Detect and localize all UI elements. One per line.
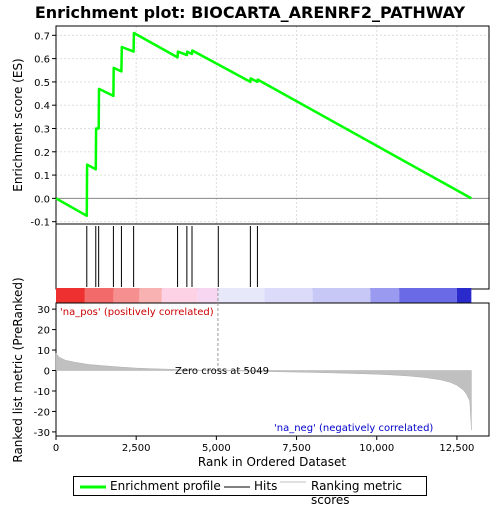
colorbar-segment xyxy=(370,288,400,303)
es-y-tick-label: -0.1 xyxy=(30,218,50,229)
x-tick-label: 12,500 xyxy=(439,443,474,454)
na-pos-annotation: 'na_pos' (positively correlated) xyxy=(60,307,214,318)
colorbar-segment xyxy=(113,288,140,303)
ranking-metric-scores xyxy=(55,288,472,430)
es-y-tick-label: 0.0 xyxy=(34,194,50,205)
x-axis-label: Rank in Ordered Dataset xyxy=(198,455,346,469)
rank-colorbar xyxy=(56,288,472,303)
es-grid xyxy=(55,26,489,224)
metric-y-tick-label: -30 xyxy=(34,428,50,439)
metric-y-tick-label: 30 xyxy=(37,305,50,316)
x-tick-label: 10,000 xyxy=(359,443,394,454)
metric-y-tick-label: 20 xyxy=(37,326,50,337)
es-y-tick-label: 0.2 xyxy=(34,148,50,159)
metric-y-tick-label: -20 xyxy=(34,407,50,418)
colorbar-segment xyxy=(217,288,265,303)
legend: Enrichment profile Hits Ranking metric s… xyxy=(73,476,427,507)
colorbar-segment xyxy=(456,288,472,303)
metric-y-tick-label: -10 xyxy=(34,387,50,398)
colorbar-segment xyxy=(56,288,85,303)
es-y-tick-label: 0.5 xyxy=(34,78,50,89)
es-y-tick-label: 0.6 xyxy=(34,55,50,66)
es-y-tick-label: 0.3 xyxy=(34,124,50,135)
legend-metric-label: Ranking metric scores xyxy=(311,479,402,507)
colorbar-segment xyxy=(399,288,457,303)
colorbar-segment xyxy=(84,288,114,303)
colorbar-segment xyxy=(161,288,198,303)
zero-cross-annotation: Zero cross at 5049 xyxy=(175,366,269,377)
metric-y-tick-label: 10 xyxy=(37,346,50,357)
rank-x-axis: 0 2,500 5,000 7,500 10,000 12,500 xyxy=(53,436,474,454)
enrichment-profile-line xyxy=(55,31,473,218)
es-y-axis: -0.1 0.0 0.1 0.2 0.3 0.4 0.5 0.6 0.7 xyxy=(30,31,56,229)
chart-title: Enrichment plot: BIOCARTA_ARENRF2_PATHWA… xyxy=(35,3,466,22)
metric-area xyxy=(55,352,472,430)
na-neg-annotation: 'na_neg' (negatively correlated) xyxy=(274,423,433,434)
legend-hits-label: Hits xyxy=(254,479,278,493)
es-y-tick-label: 0.4 xyxy=(34,101,50,112)
metric-y-axis: -30 -20 -10 0 10 20 30 xyxy=(34,305,56,439)
es-y-tick-label: 0.1 xyxy=(34,171,50,182)
colorbar-segment xyxy=(139,288,162,303)
x-tick-label: 7,500 xyxy=(282,443,311,454)
x-tick-label: 2,500 xyxy=(122,443,151,454)
hits-panel xyxy=(86,226,258,287)
es-y-tick-label: 0.7 xyxy=(34,31,50,42)
legend-swatches xyxy=(80,481,306,489)
x-tick-label: 0 xyxy=(53,443,59,454)
colorbar-segment xyxy=(197,288,218,303)
legend-profile-label: Enrichment profile xyxy=(110,479,221,493)
enrichment-profile xyxy=(55,31,473,218)
colorbar-segment xyxy=(312,288,371,303)
es-y-axis-label: Enrichment score (ES) xyxy=(11,58,25,191)
metric-y-axis-label: Ranked list metric (PreRanked) xyxy=(11,277,25,462)
colorbar-segment xyxy=(264,288,313,303)
x-tick-label: 5,000 xyxy=(202,443,231,454)
metric-y-tick-label: 0 xyxy=(44,367,50,378)
